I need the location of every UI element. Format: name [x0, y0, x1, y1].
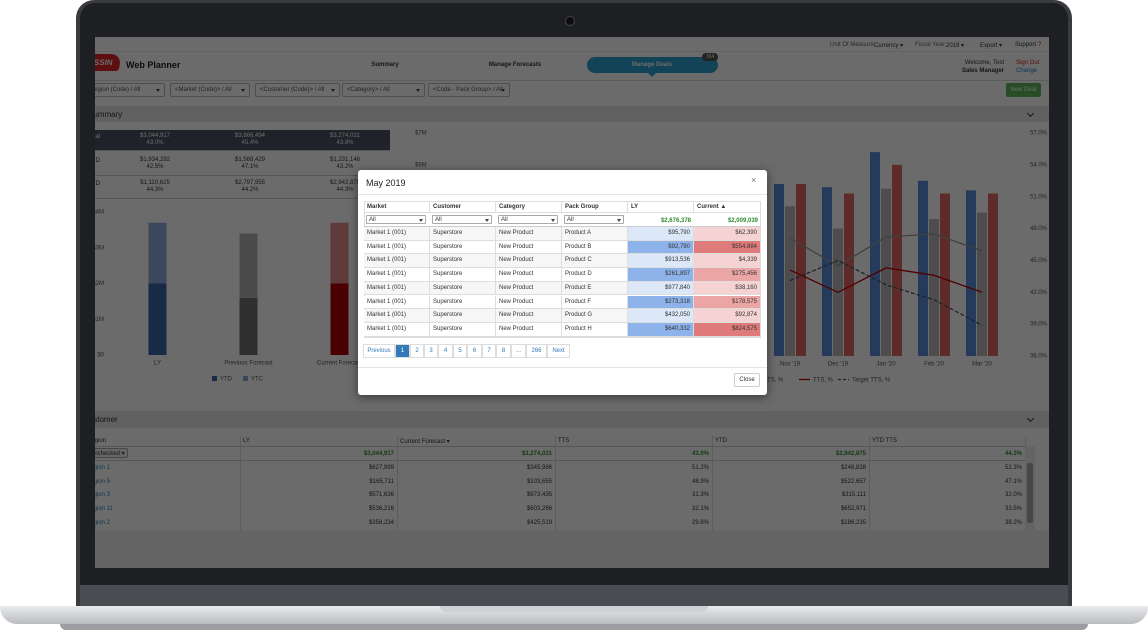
total-value: $2,676,378: [660, 218, 691, 224]
table-cell: New Product: [496, 295, 562, 310]
pagination-button[interactable]: 1: [395, 344, 410, 358]
table-cell: Market 1 (001): [364, 322, 430, 337]
table-cell: $432,050: [628, 309, 694, 323]
table-cell: Market 1 (001): [364, 254, 430, 269]
table-cell: Product H: [562, 322, 628, 337]
table-cell: New Product: [496, 254, 562, 269]
row-border: [364, 226, 761, 227]
table-cell: New Product: [496, 309, 562, 323]
modal-close-icon[interactable]: ×: [751, 175, 757, 185]
table-cell: $261,897: [628, 268, 694, 282]
table-cell: Superstore: [430, 254, 496, 269]
filter-text: All: [501, 217, 508, 223]
modal-divider: [358, 367, 767, 368]
screen: $0$1M$2M$3M$4MLYPrevious ForecastCurrent…: [95, 37, 1049, 568]
column-header[interactable]: Pack Group: [562, 201, 628, 213]
table-cell: Superstore: [430, 268, 496, 282]
caret: [485, 219, 489, 222]
table-cell: Market 1 (001): [364, 281, 430, 296]
pagination-button[interactable]: 8: [496, 344, 511, 358]
total-value: $2,009,039: [727, 218, 758, 224]
pagination-button[interactable]: Previous: [363, 344, 395, 358]
close-button[interactable]: Close: [734, 373, 760, 387]
caret: [551, 219, 555, 222]
deals-modal: May 2019 × Market Customer Category Pack Grou…: [358, 170, 767, 395]
base-notch: [440, 606, 708, 612]
table-cell: $977,840: [628, 281, 694, 296]
table-cell: $62,390: [694, 227, 761, 241]
base-shadow: [60, 624, 1088, 630]
table-cell: Superstore: [430, 240, 496, 255]
table-cell: $554,884: [694, 240, 761, 255]
column-header[interactable]: Current ▲: [694, 201, 761, 213]
filter-text: All: [567, 217, 574, 223]
table-cell: Market 1 (001): [364, 295, 430, 310]
filter-text: All: [435, 217, 442, 223]
table-cell: Superstore: [430, 281, 496, 296]
table-cell: Product C: [562, 254, 628, 269]
pagination-button[interactable]: 5: [453, 344, 467, 358]
table-cell: Product A: [562, 227, 628, 241]
table-cell: $275,456: [694, 268, 761, 282]
column-header[interactable]: Customer: [430, 201, 496, 213]
table-cell: Superstore: [430, 322, 496, 337]
table-cell: Market 1 (001): [364, 240, 430, 255]
table-cell: Superstore: [430, 295, 496, 310]
pagination-button[interactable]: 7: [482, 344, 496, 358]
table-cell: $178,575: [694, 295, 761, 310]
pagination-button[interactable]: Next: [547, 344, 570, 358]
camera: [565, 16, 575, 26]
table-cell: New Product: [496, 227, 562, 241]
filter-text: All: [369, 217, 376, 223]
table-cell: $38,160: [694, 281, 761, 296]
table-cell: Product G: [562, 309, 628, 323]
table-cell: Product D: [562, 268, 628, 282]
caret: [617, 219, 621, 222]
table-cell: New Product: [496, 240, 562, 255]
table-cell: $640,332: [628, 322, 694, 337]
table-cell: New Product: [496, 268, 562, 282]
table-cell: New Product: [496, 322, 562, 337]
column-filter[interactable]: All: [432, 215, 492, 224]
pagination-button[interactable]: 6: [467, 344, 482, 358]
column-filter[interactable]: All: [498, 215, 558, 224]
table-cell: $273,318: [628, 295, 694, 310]
table-cell: $92,790: [628, 240, 694, 255]
modal-title: May 2019: [366, 178, 406, 188]
pagination-button[interactable]: 4: [438, 344, 453, 358]
column-header[interactable]: Market: [364, 201, 430, 213]
table-cell: $95,790: [628, 227, 694, 241]
column-header[interactable]: Category: [496, 201, 562, 213]
column-filter[interactable]: All: [564, 215, 624, 224]
table-cell: Product B: [562, 240, 628, 255]
pagination-button[interactable]: 2: [410, 344, 424, 358]
table-cell: Product E: [562, 281, 628, 296]
table-cell: New Product: [496, 281, 562, 296]
table-cell: Superstore: [430, 227, 496, 241]
pagination-button[interactable]: 3: [424, 344, 438, 358]
pagination-button[interactable]: 266: [526, 344, 547, 358]
base: [0, 606, 1148, 624]
hinge: [80, 585, 1068, 606]
table-cell: Market 1 (001): [364, 227, 430, 241]
table-cell: $913,536: [628, 254, 694, 269]
column-filter[interactable]: All: [366, 215, 426, 224]
table-cell: Superstore: [430, 309, 496, 323]
table-cell: Market 1 (001): [364, 309, 430, 323]
table-cell: $92,874: [694, 309, 761, 323]
table-cell: Product F: [562, 295, 628, 310]
table-cell: Market 1 (001): [364, 268, 430, 282]
caret: [419, 219, 423, 222]
table-cell: $824,575: [694, 322, 761, 337]
pagination-button[interactable]: ...: [511, 344, 526, 358]
table-cell: $4,339: [694, 254, 761, 269]
modal-divider: [358, 194, 767, 195]
column-header[interactable]: LY: [628, 201, 694, 213]
